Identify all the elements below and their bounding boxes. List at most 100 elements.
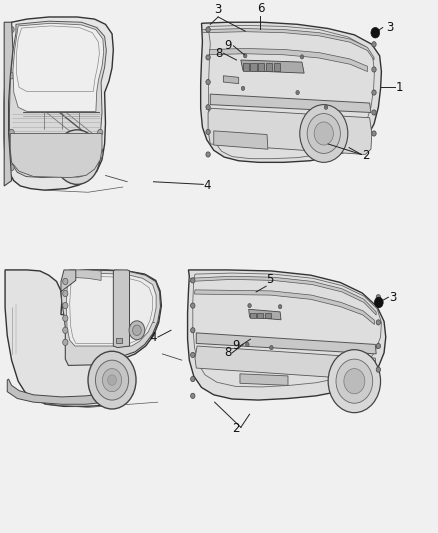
Circle shape: [63, 339, 68, 345]
Text: 3: 3: [215, 3, 222, 16]
Polygon shape: [210, 94, 371, 112]
Circle shape: [244, 54, 247, 58]
Bar: [258, 313, 263, 318]
Circle shape: [314, 122, 333, 145]
Circle shape: [91, 146, 103, 161]
Circle shape: [206, 55, 210, 60]
Circle shape: [248, 303, 251, 308]
Circle shape: [191, 328, 195, 333]
Circle shape: [63, 278, 68, 285]
Bar: [7, 82, 11, 92]
Text: 2: 2: [233, 422, 240, 435]
Circle shape: [344, 369, 365, 394]
Text: 5: 5: [266, 273, 273, 286]
Bar: [243, 63, 249, 70]
Circle shape: [63, 290, 68, 297]
Circle shape: [328, 350, 381, 413]
Polygon shape: [13, 23, 104, 111]
Bar: [7, 128, 11, 136]
Polygon shape: [189, 276, 376, 315]
Circle shape: [376, 295, 381, 300]
Bar: [251, 63, 257, 70]
Text: 2: 2: [362, 149, 370, 162]
Circle shape: [372, 90, 376, 95]
Polygon shape: [195, 346, 376, 380]
Polygon shape: [241, 60, 304, 73]
Circle shape: [374, 297, 383, 308]
Polygon shape: [223, 76, 239, 84]
Text: 4: 4: [203, 180, 211, 192]
Circle shape: [206, 79, 210, 85]
Circle shape: [88, 351, 136, 409]
Circle shape: [63, 315, 68, 321]
Polygon shape: [113, 270, 130, 348]
Text: 1: 1: [396, 81, 403, 94]
Circle shape: [279, 304, 282, 309]
Circle shape: [191, 393, 195, 399]
Polygon shape: [209, 49, 367, 71]
Circle shape: [98, 130, 103, 135]
Circle shape: [26, 168, 32, 174]
Circle shape: [206, 130, 210, 134]
Circle shape: [324, 105, 328, 109]
Circle shape: [246, 342, 249, 346]
Circle shape: [9, 27, 14, 33]
Circle shape: [191, 303, 195, 308]
Bar: [266, 63, 272, 70]
Circle shape: [9, 130, 14, 135]
Circle shape: [191, 376, 195, 382]
Polygon shape: [61, 270, 76, 292]
Text: 8: 8: [215, 47, 223, 60]
Circle shape: [42, 168, 47, 174]
Bar: [251, 313, 256, 318]
Polygon shape: [201, 22, 381, 163]
Polygon shape: [61, 270, 160, 366]
Circle shape: [133, 325, 141, 335]
Circle shape: [336, 359, 373, 403]
Circle shape: [102, 369, 122, 392]
Circle shape: [300, 55, 304, 59]
Text: 6: 6: [257, 3, 264, 15]
Text: 8: 8: [224, 346, 231, 359]
Circle shape: [63, 302, 68, 309]
Bar: [258, 63, 265, 70]
Polygon shape: [66, 273, 156, 346]
Circle shape: [371, 28, 380, 38]
Circle shape: [9, 72, 14, 79]
Bar: [274, 63, 280, 70]
Circle shape: [191, 352, 195, 358]
Circle shape: [129, 321, 145, 340]
Circle shape: [108, 375, 117, 385]
Polygon shape: [5, 270, 161, 406]
Polygon shape: [10, 21, 106, 177]
Circle shape: [270, 345, 273, 350]
Polygon shape: [7, 379, 117, 404]
Circle shape: [206, 152, 210, 157]
Text: 9: 9: [225, 39, 232, 52]
Text: 9: 9: [233, 339, 240, 352]
Polygon shape: [11, 133, 102, 177]
Text: 3: 3: [386, 21, 393, 34]
Bar: [117, 338, 122, 343]
Circle shape: [63, 327, 68, 334]
Circle shape: [372, 67, 376, 72]
Circle shape: [296, 91, 299, 95]
Polygon shape: [202, 29, 374, 60]
Polygon shape: [249, 309, 281, 320]
Circle shape: [73, 152, 81, 163]
Circle shape: [372, 131, 376, 136]
Polygon shape: [187, 270, 386, 400]
Circle shape: [376, 343, 381, 349]
Circle shape: [81, 168, 86, 174]
Bar: [265, 313, 271, 318]
Circle shape: [376, 320, 381, 325]
Circle shape: [54, 130, 100, 184]
Polygon shape: [214, 131, 268, 149]
Circle shape: [95, 360, 129, 400]
Text: 4: 4: [149, 330, 157, 344]
Circle shape: [191, 278, 195, 283]
Polygon shape: [208, 108, 372, 155]
Circle shape: [307, 114, 340, 154]
Circle shape: [206, 104, 210, 110]
Circle shape: [376, 367, 381, 372]
